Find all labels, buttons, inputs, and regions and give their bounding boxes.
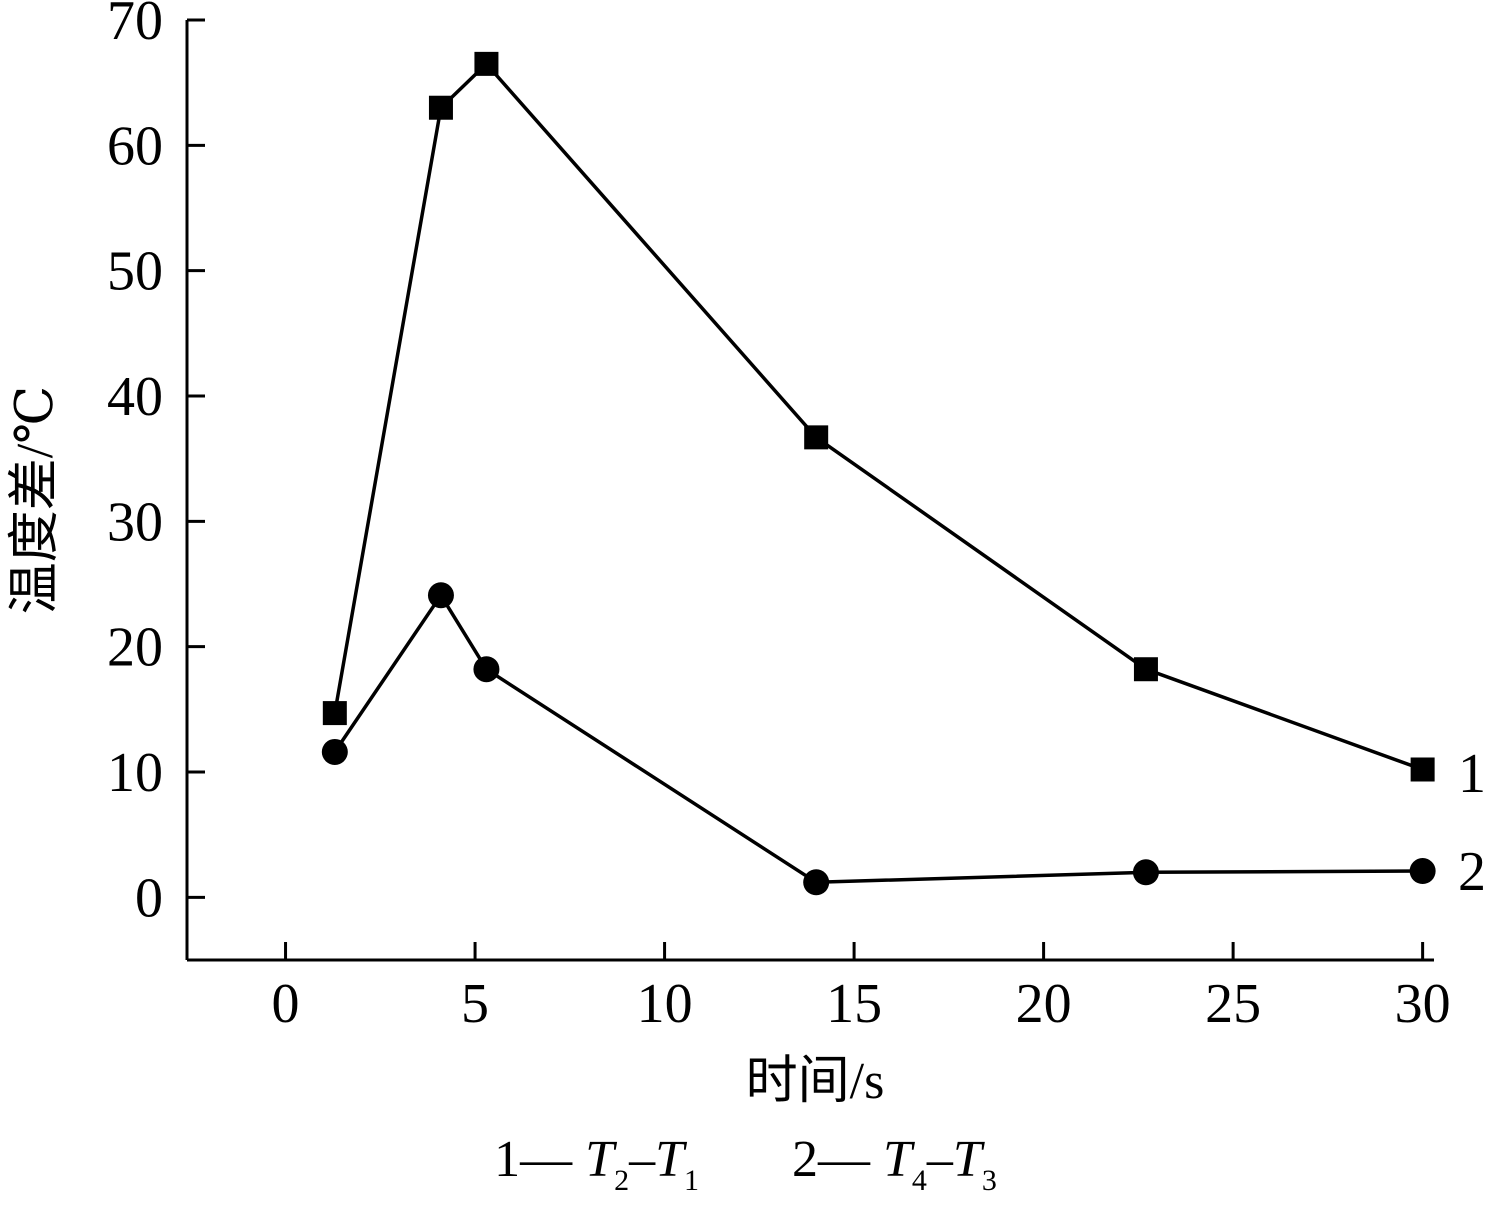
x-tick-label: 15 [826, 973, 882, 1035]
legend-formula: T2–T1 [585, 1131, 699, 1197]
x-tick-label: 20 [1016, 973, 1072, 1035]
series-1-point [474, 51, 499, 76]
series-2 [321, 582, 1436, 896]
series-1-point [1410, 757, 1435, 782]
legend-subscript: 1 [684, 1164, 699, 1197]
series-2-point [321, 738, 348, 765]
legend-item-2: 2— T4–T3 [792, 1130, 997, 1198]
legend-subscript: 3 [981, 1164, 997, 1197]
y-tick-label: 30 [107, 491, 163, 553]
y-tick-label: 60 [107, 115, 163, 177]
legend-base: T [585, 1131, 615, 1188]
series-2-point [1409, 858, 1436, 885]
axes [185, 20, 1434, 962]
legend: 1— T2–T1 2— T4–T3 [0, 1130, 1491, 1210]
legend-number: 2— [792, 1131, 870, 1188]
legend-minus: – [926, 1131, 953, 1188]
series-1 [322, 51, 1435, 782]
series-1-line [333, 62, 1424, 772]
y-axis-ticks: 0 10 20 30 40 50 60 70 [107, 0, 205, 929]
x-tick-label: 10 [637, 973, 693, 1035]
legend-formula: T4–T3 [883, 1131, 997, 1197]
x-axis-label: 时间/s [746, 1053, 885, 1110]
series-1-point [322, 701, 347, 726]
series-1-point [428, 95, 453, 120]
series-2-point [1132, 859, 1159, 886]
x-tick-label: 5 [461, 973, 489, 1035]
y-axis-label: 温度差/℃ [7, 386, 64, 615]
x-tick-label: 0 [272, 973, 300, 1035]
series-2-point [803, 869, 830, 896]
x-tick-label: 25 [1205, 973, 1261, 1035]
y-tick-label: 0 [135, 867, 163, 929]
series-2-end-label: 2 [1458, 841, 1486, 903]
y-tick-label: 40 [107, 366, 163, 428]
legend-base: T [655, 1131, 684, 1188]
y-tick-label: 50 [107, 241, 163, 303]
y-tick-label: 10 [107, 742, 163, 804]
legend-base: T [952, 1131, 982, 1188]
y-tick-label: 20 [107, 617, 163, 679]
series-1-point [804, 425, 829, 450]
series-layer [321, 51, 1436, 896]
series-2-point [473, 656, 500, 683]
legend-number: 1— [494, 1131, 573, 1188]
legend-base: T [883, 1131, 912, 1188]
legend-subscript: 2 [614, 1164, 630, 1197]
x-tick-label: 30 [1395, 973, 1451, 1035]
series-1-point [1133, 657, 1158, 682]
series-1-end-label: 1 [1458, 743, 1486, 805]
series-2-point [427, 582, 454, 609]
legend-item-1: 1— T2–T1 [494, 1130, 699, 1198]
legend-subscript: 4 [911, 1164, 927, 1197]
legend-minus: – [629, 1131, 656, 1188]
y-tick-label: 70 [107, 0, 163, 52]
x-axis-ticks: 0 5 10 15 20 25 30 [272, 942, 1451, 1035]
series-2-line [333, 593, 1423, 885]
